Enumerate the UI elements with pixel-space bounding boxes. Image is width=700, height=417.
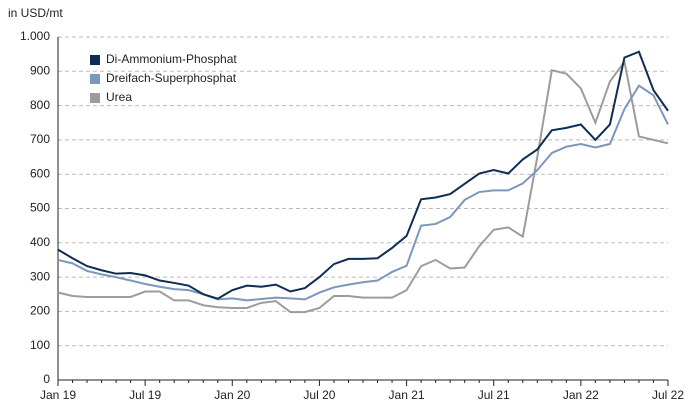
- x-tick-label: Jul 22: [652, 388, 684, 402]
- series-line: [57, 84, 669, 302]
- legend-swatch: [90, 74, 100, 84]
- y-tick-label: 0: [43, 372, 50, 386]
- series-line: [57, 50, 669, 300]
- legend-swatch: [90, 93, 100, 103]
- x-tick-label: Jan 19: [40, 388, 76, 402]
- x-tick-label: Jul 21: [478, 388, 510, 402]
- y-tick-label: 900: [30, 63, 50, 77]
- y-tick-label: 100: [30, 338, 50, 352]
- y-tick-label: 200: [30, 304, 50, 318]
- x-tick-label: Jan 22: [563, 388, 599, 402]
- y-tick-label: 1.000: [20, 29, 50, 43]
- legend-swatch: [90, 55, 100, 65]
- x-tick-label: Jan 21: [389, 388, 425, 402]
- y-tick-label: 700: [30, 132, 50, 146]
- y-tick-label: 600: [30, 166, 50, 180]
- y-tick-label: 500: [30, 201, 50, 215]
- x-tick-label: Jul 20: [303, 388, 335, 402]
- x-tick-label: Jul 19: [129, 388, 161, 402]
- legend-label: Urea: [106, 90, 132, 104]
- y-tick-label: 800: [30, 98, 50, 112]
- series-line: [57, 59, 669, 314]
- legend-label: Dreifach-Superphosphat: [106, 71, 237, 85]
- y-tick-label: 300: [30, 269, 50, 283]
- x-tick-label: Jan 20: [214, 388, 250, 402]
- y-axis-label: in USD/mt: [8, 6, 63, 20]
- legend-label: Di-Ammonium-Phosphat: [106, 52, 237, 66]
- y-tick-label: 400: [30, 235, 50, 249]
